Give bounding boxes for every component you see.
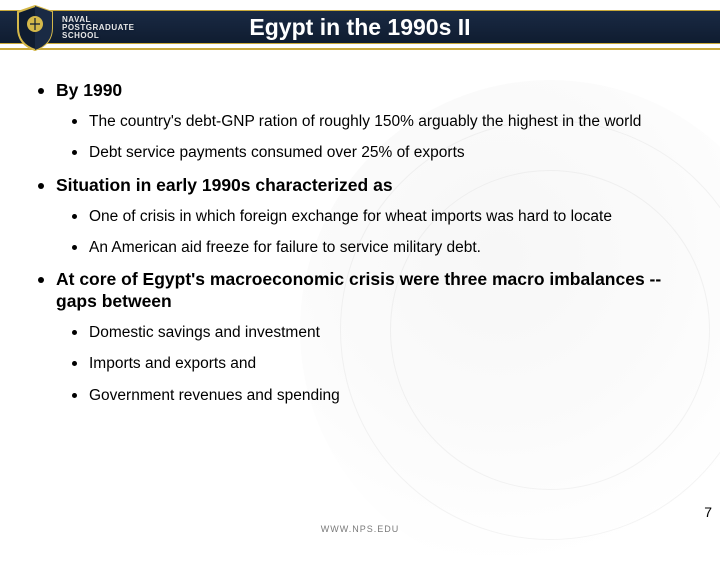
list-item: Situation in early 1990s characterized a…	[38, 175, 682, 258]
bullet-icon	[72, 150, 77, 155]
bullet-icon	[72, 214, 77, 219]
bullet-list-lvl1: By 1990 The country's debt-GNP ration of…	[38, 80, 682, 405]
page-number: 7	[704, 504, 712, 520]
list-item: Debt service payments consumed over 25% …	[72, 143, 682, 162]
list-item: Government revenues and spending	[72, 386, 682, 405]
item-text: At core of Egypt's macroeconomic crisis …	[56, 269, 682, 313]
list-item: The country's debt-GNP ration of roughly…	[72, 112, 682, 131]
slide-body: By 1990 The country's debt-GNP ration of…	[0, 62, 720, 405]
bullet-icon	[72, 361, 77, 366]
item-text: Imports and exports and	[89, 354, 256, 373]
nps-logo: NAVAL POSTGRADUATE SCHOOL	[14, 0, 135, 56]
list-item: At core of Egypt's macroeconomic crisis …	[38, 269, 682, 405]
list-item: Imports and exports and	[72, 354, 682, 373]
item-text: The country's debt-GNP ration of roughly…	[89, 112, 641, 131]
item-text: One of crisis in which foreign exchange …	[89, 207, 612, 226]
item-text: An American aid freeze for failure to se…	[89, 238, 481, 257]
slide-title: Egypt in the 1990s II	[249, 14, 470, 41]
bullet-icon	[38, 88, 44, 94]
list-item: An American aid freeze for failure to se…	[72, 238, 682, 257]
list-item: Domestic savings and investment	[72, 323, 682, 342]
bullet-icon	[38, 277, 44, 283]
item-text: Domestic savings and investment	[89, 323, 320, 342]
item-text: Government revenues and spending	[89, 386, 340, 405]
shield-icon	[14, 4, 56, 52]
bullet-list-lvl2: The country's debt-GNP ration of roughly…	[72, 112, 682, 163]
bullet-icon	[72, 245, 77, 250]
bullet-icon	[72, 330, 77, 335]
bullet-list-lvl2: One of crisis in which foreign exchange …	[72, 207, 682, 258]
school-name: NAVAL POSTGRADUATE SCHOOL	[62, 16, 135, 40]
item-text: By 1990	[56, 80, 122, 102]
slide-header: Egypt in the 1990s II NAVAL POSTGRADUATE…	[0, 0, 720, 62]
bullet-list-lvl2: Domestic savings and investment Imports …	[72, 323, 682, 405]
list-item: By 1990 The country's debt-GNP ration of…	[38, 80, 682, 163]
item-text: Situation in early 1990s characterized a…	[56, 175, 393, 197]
list-item: One of crisis in which foreign exchange …	[72, 207, 682, 226]
bullet-icon	[72, 393, 77, 398]
footer-url: WWW.NPS.EDU	[0, 524, 720, 534]
item-text: Debt service payments consumed over 25% …	[89, 143, 465, 162]
bullet-icon	[72, 119, 77, 124]
school-line: SCHOOL	[62, 32, 135, 40]
bullet-icon	[38, 183, 44, 189]
